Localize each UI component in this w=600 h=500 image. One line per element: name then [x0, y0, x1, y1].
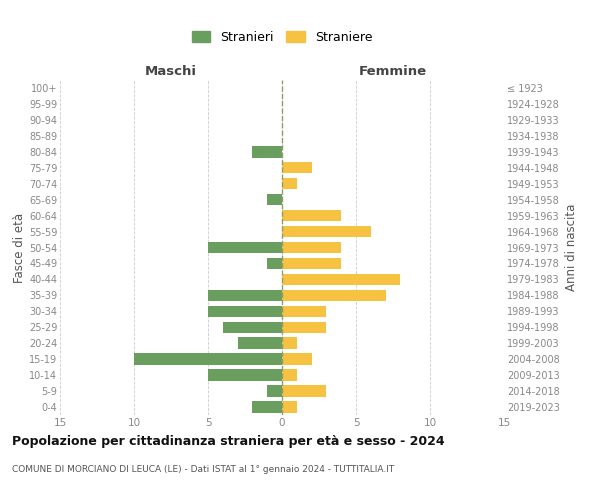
- Bar: [282, 226, 371, 237]
- Bar: [267, 194, 282, 205]
- Text: Femmine: Femmine: [359, 66, 427, 78]
- Bar: [208, 290, 282, 301]
- Bar: [282, 306, 326, 317]
- Bar: [282, 274, 400, 285]
- Bar: [223, 322, 282, 333]
- Bar: [282, 290, 386, 301]
- Text: Maschi: Maschi: [145, 66, 197, 78]
- Bar: [282, 322, 326, 333]
- Bar: [208, 306, 282, 317]
- Y-axis label: Fasce di età: Fasce di età: [13, 212, 26, 282]
- Bar: [282, 354, 311, 365]
- Bar: [282, 210, 341, 222]
- Text: COMUNE DI MORCIANO DI LEUCA (LE) - Dati ISTAT al 1° gennaio 2024 - TUTTITALIA.IT: COMUNE DI MORCIANO DI LEUCA (LE) - Dati …: [12, 465, 394, 474]
- Y-axis label: Anni di nascita: Anni di nascita: [565, 204, 578, 291]
- Bar: [282, 162, 311, 173]
- Bar: [282, 338, 297, 349]
- Bar: [282, 242, 341, 253]
- Bar: [282, 386, 326, 397]
- Bar: [282, 370, 297, 381]
- Bar: [282, 402, 297, 413]
- Bar: [208, 242, 282, 253]
- Bar: [282, 258, 341, 269]
- Legend: Stranieri, Straniere: Stranieri, Straniere: [187, 26, 377, 49]
- Bar: [267, 258, 282, 269]
- Text: Popolazione per cittadinanza straniera per età e sesso - 2024: Popolazione per cittadinanza straniera p…: [12, 435, 445, 448]
- Bar: [282, 178, 297, 190]
- Bar: [267, 386, 282, 397]
- Bar: [134, 354, 282, 365]
- Bar: [253, 402, 282, 413]
- Bar: [253, 146, 282, 158]
- Bar: [238, 338, 282, 349]
- Bar: [208, 370, 282, 381]
